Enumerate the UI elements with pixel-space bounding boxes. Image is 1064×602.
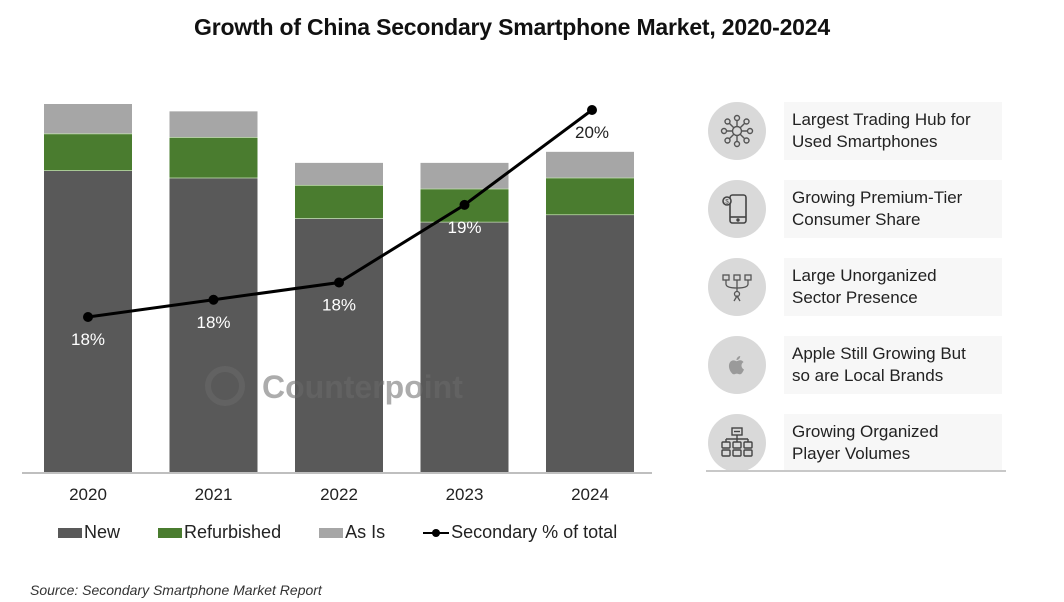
x-tick-label: 2020	[69, 485, 107, 504]
insight-text: Large Unorganized Sector Presence	[784, 258, 1002, 316]
bar-segment-as-is-2020	[44, 104, 132, 134]
insight-text-line: so are Local Brands	[792, 366, 944, 385]
legend-label-secondary-share: Secondary % of total	[451, 522, 618, 542]
bar-segment-as-is-2021	[169, 111, 258, 138]
insight-item: Largest Trading Hub for Used Smartphones	[706, 100, 1006, 162]
line-data-label-2021: 18%	[196, 313, 230, 332]
smartphone-coin-icon: $	[708, 180, 766, 238]
legend-swatch-line	[423, 527, 450, 539]
insight-text-line: Large Unorganized	[792, 266, 937, 285]
legend-item-refurbished: Refurbished	[158, 522, 281, 543]
x-tick-label: 2022	[320, 485, 358, 504]
line-data-label-2024: 20%	[575, 123, 609, 142]
insight-item: $ Growing Premium-Tier Consumer Share	[706, 178, 1006, 240]
legend-item-new: New	[58, 522, 120, 543]
x-tick-labels: 2020 2021 2022 2023 2024	[69, 485, 609, 504]
x-tick-label: 2021	[195, 485, 233, 504]
watermark-logo-icon	[205, 366, 245, 406]
insight-text: Largest Trading Hub for Used Smartphones	[784, 102, 1002, 160]
legend-label-as-is: As Is	[345, 522, 386, 542]
panel-divider	[706, 470, 1006, 472]
insight-item: Growing Organized Player Volumes	[706, 412, 1006, 474]
insight-text-line: Consumer Share	[792, 210, 921, 229]
bar-segment-new-2023	[420, 221, 509, 472]
legend-swatch-as-is	[319, 527, 344, 538]
insight-text-line: Growing Organized	[792, 422, 939, 441]
insight-text-line: Player Volumes	[792, 444, 911, 463]
insight-item: Apple Still Growing But so are Local Bra…	[706, 334, 1006, 396]
bar-segment-as-is-2024	[546, 151, 634, 178]
bar-segment-refurbished-2024	[546, 177, 634, 215]
bar-segment-new-2022	[295, 218, 383, 472]
insight-item: Large Unorganized Sector Presence	[706, 256, 1006, 318]
org-chart-icon	[708, 414, 766, 472]
scattered-sector-icon	[708, 258, 766, 316]
bars-group	[44, 104, 634, 473]
svg-text:$: $	[725, 200, 729, 206]
x-tick-label: 2023	[446, 485, 484, 504]
insight-text: Growing Premium-Tier Consumer Share	[784, 180, 1002, 238]
bar-segment-refurbished-2020	[44, 133, 132, 171]
insight-text: Apple Still Growing But so are Local Bra…	[784, 336, 1002, 394]
line-point-2020	[83, 312, 93, 322]
legend-swatch-refurbished	[158, 527, 183, 538]
watermark-text: Counterpoint	[262, 369, 463, 405]
line-point-2021	[208, 294, 219, 305]
x-tick-label: 2024	[571, 485, 609, 504]
source-note: Source: Secondary Smartphone Market Repo…	[30, 582, 322, 598]
insight-text-line: Apple Still Growing But	[792, 344, 966, 363]
line-point-2022	[334, 277, 344, 288]
insight-text-line: Largest Trading Hub for	[792, 110, 971, 129]
bar-segment-new-2024	[546, 214, 634, 472]
legend-label-new: New	[84, 522, 121, 542]
insight-text: Growing Organized Player Volumes	[784, 414, 1002, 472]
insight-text-line: Used Smartphones	[792, 132, 938, 151]
legend-item-secondary-share: Secondary % of total	[423, 522, 617, 543]
legend-item-as-is: As Is	[319, 522, 385, 543]
chart-title: Growth of China Secondary Smartphone Mar…	[194, 14, 830, 40]
apple-logo-icon	[708, 336, 766, 394]
legend-swatch-new	[58, 527, 82, 538]
bar-segment-new-2021	[169, 177, 258, 472]
line-data-label-2022: 18%	[322, 296, 356, 315]
bar-segment-refurbished-2022	[295, 184, 383, 219]
line-point-2024	[587, 105, 597, 115]
legend: New Refurbished As Is Secondary % of tot…	[58, 522, 655, 543]
line-point-2023	[459, 199, 470, 210]
bar-segment-as-is-2022	[295, 162, 383, 185]
line-data-label-2020: 18%	[71, 330, 105, 349]
line-data-label-2023: 19%	[447, 218, 481, 237]
insight-text-line: Sector Presence	[792, 288, 918, 307]
bar-segment-as-is-2023	[420, 162, 509, 189]
insight-text-line: Growing Premium-Tier	[792, 188, 963, 207]
network-hub-icon	[708, 102, 766, 160]
line-series-group: 18% 18% 18% 19% 20%	[71, 105, 609, 349]
legend-label-refurbished: Refurbished	[184, 522, 282, 542]
bar-segment-refurbished-2021	[169, 137, 258, 178]
